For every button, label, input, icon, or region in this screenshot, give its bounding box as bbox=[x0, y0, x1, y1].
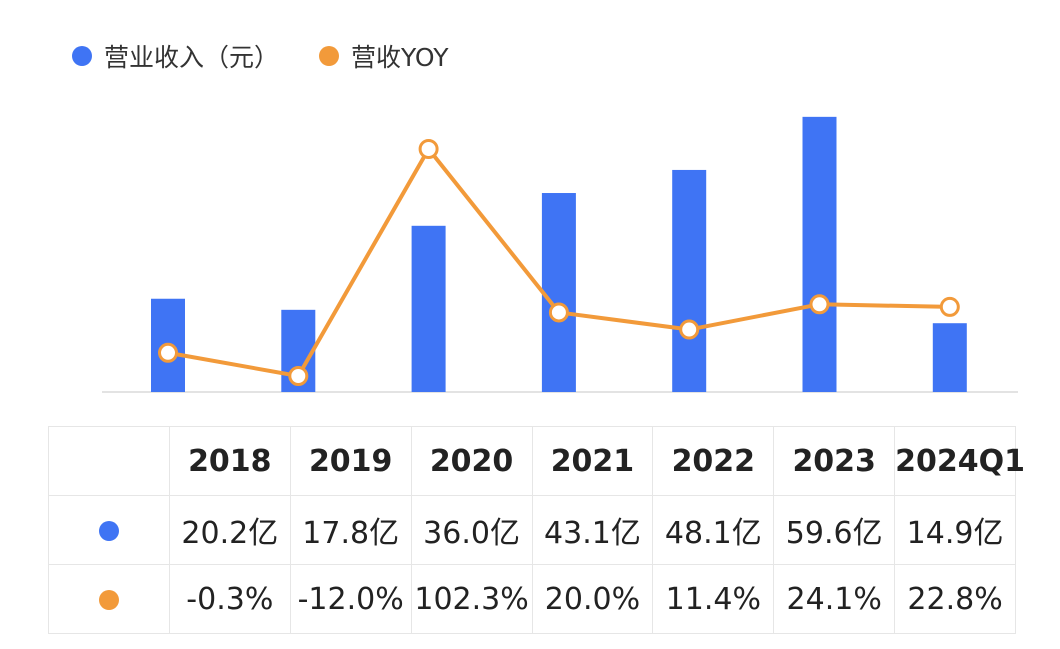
revenue-cell: 59.6亿 bbox=[773, 495, 896, 565]
revenue-row-marker bbox=[48, 495, 170, 565]
yoy-row-marker bbox=[48, 564, 170, 634]
revenue-cell: 43.1亿 bbox=[531, 495, 654, 565]
revenue-legend-dot bbox=[72, 46, 92, 66]
yoy-point-2020[interactable] bbox=[418, 139, 439, 159]
header-cell: 2024Q1 bbox=[894, 426, 1025, 496]
legend: 营业收入（元） 营收YOY bbox=[72, 36, 489, 76]
header-cell: 2019 bbox=[289, 426, 412, 496]
header-cell: 2018 bbox=[168, 426, 291, 496]
yoy-point-2023[interactable] bbox=[809, 294, 830, 315]
yoy-cell: -0.3% bbox=[168, 564, 291, 634]
table-row-revenue: 20.2亿 17.8亿 36.0亿 43.1亿 48.1亿 59.6亿 14.9… bbox=[48, 495, 1016, 565]
yoy-cell: 102.3% bbox=[410, 564, 533, 634]
revenue-cell: 14.9亿 bbox=[894, 495, 1016, 565]
table-row-yoy: -0.3% -12.0% 102.3% 20.0% 11.4% 24.1% 22… bbox=[48, 564, 1016, 634]
data-table: 2018 2019 2020 2021 2022 2023 2024Q1 20.… bbox=[48, 426, 1025, 634]
combo-chart bbox=[102, 116, 1018, 393]
revenue-cell: 36.0亿 bbox=[410, 495, 533, 565]
legend-item-yoy[interactable]: 营收YOY bbox=[319, 38, 449, 74]
header-cell: 2022 bbox=[652, 426, 775, 496]
yoy-point-2021[interactable] bbox=[548, 302, 569, 323]
table-corner-cell bbox=[48, 426, 170, 496]
yoy-point-2022[interactable] bbox=[679, 319, 700, 340]
revenue-cell: 48.1亿 bbox=[652, 495, 775, 565]
yoy-point-2024Q1[interactable] bbox=[939, 296, 960, 317]
revenue-bar-2024Q1[interactable] bbox=[932, 323, 967, 392]
yoy-point-2018[interactable] bbox=[158, 342, 178, 363]
header-cell: 2023 bbox=[773, 426, 896, 496]
yoy-cell: 22.8% bbox=[894, 564, 1016, 634]
yoy-row-dot bbox=[98, 590, 119, 610]
yoy-cell: 11.4% bbox=[652, 564, 775, 634]
revenue-cell: 17.8亿 bbox=[289, 495, 412, 565]
yoy-legend-label: 营收YOY bbox=[351, 43, 449, 72]
revenue-bar-2023[interactable] bbox=[802, 116, 837, 392]
yoy-point-2019[interactable] bbox=[288, 366, 309, 386]
revenue-cell: 20.2亿 bbox=[168, 495, 291, 565]
yoy-cell: 24.1% bbox=[773, 564, 896, 634]
header-cell: 2020 bbox=[410, 426, 533, 496]
revenue-legend-label: 营业收入（元） bbox=[104, 43, 280, 72]
revenue-bar-2022[interactable] bbox=[672, 169, 707, 392]
revenue-bar-2021[interactable] bbox=[541, 193, 576, 392]
yoy-cell: -12.0% bbox=[289, 564, 412, 634]
table-header-row: 2018 2019 2020 2021 2022 2023 2024Q1 bbox=[48, 426, 1025, 496]
bars-group bbox=[151, 116, 967, 392]
revenue-row-dot bbox=[98, 521, 119, 541]
yoy-cell: 20.0% bbox=[531, 564, 654, 634]
yoy-legend-dot bbox=[319, 46, 340, 66]
revenue-bar-2020[interactable] bbox=[411, 225, 446, 392]
yoy-line-group bbox=[158, 139, 960, 386]
header-cell: 2021 bbox=[531, 426, 654, 496]
legend-item-revenue[interactable]: 营业收入（元） bbox=[72, 38, 279, 74]
